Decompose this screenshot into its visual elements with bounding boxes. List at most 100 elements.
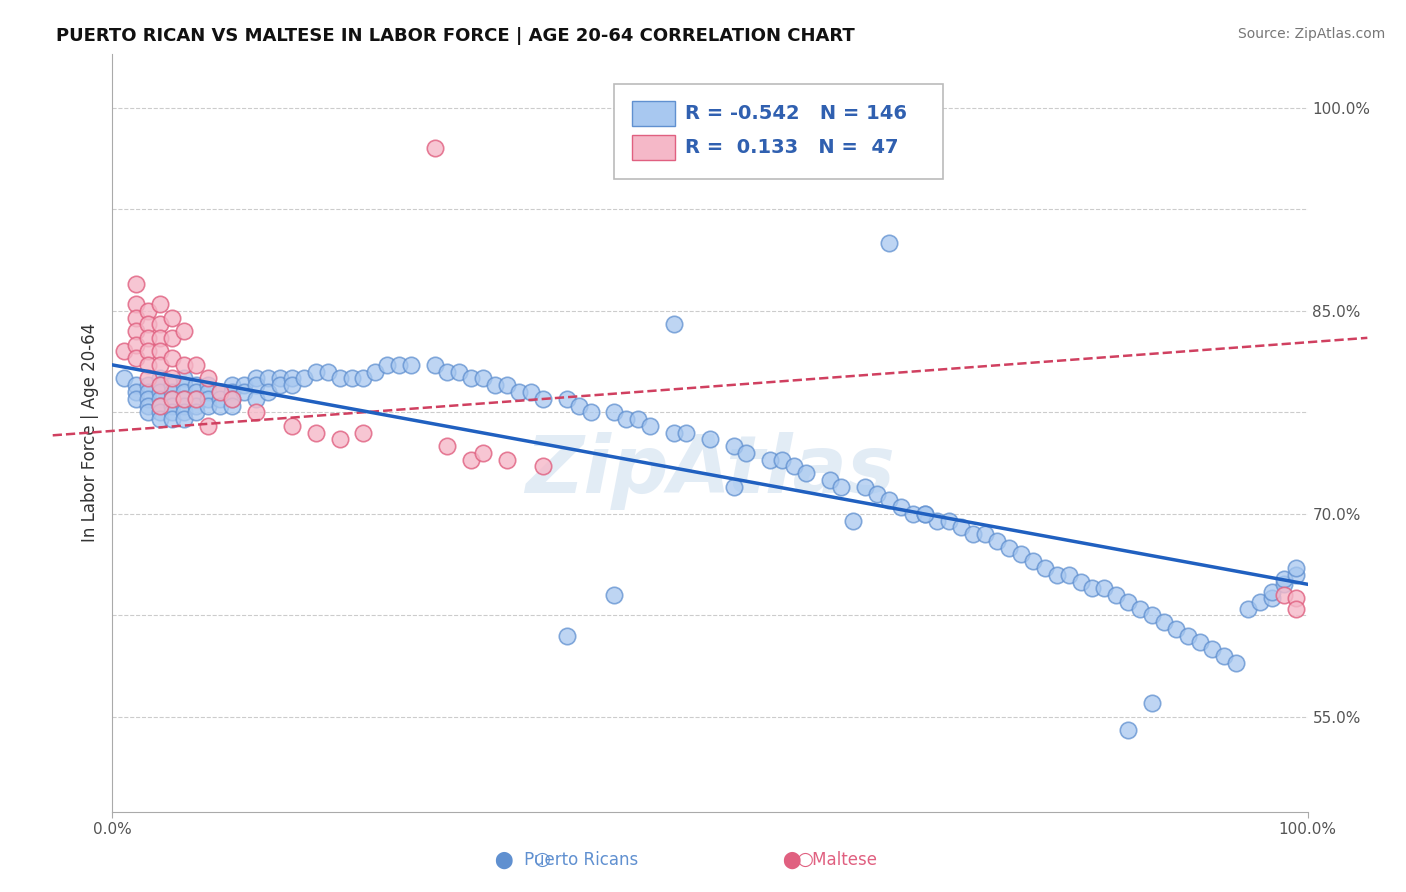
Point: [973, 527, 995, 541]
Point: [125, 337, 148, 351]
Point: [496, 378, 519, 392]
Point: [162, 378, 183, 392]
Point: [173, 399, 195, 413]
Point: [770, 452, 793, 467]
Point: [1129, 601, 1152, 615]
Point: [436, 439, 458, 453]
Point: [173, 358, 195, 372]
Point: [328, 371, 352, 385]
Point: [699, 433, 721, 447]
Point: [1116, 595, 1139, 609]
Point: [1212, 648, 1236, 663]
Point: [149, 378, 172, 392]
Point: [221, 392, 243, 406]
Point: [830, 480, 852, 494]
Point: [221, 378, 243, 392]
Point: [436, 365, 458, 379]
Point: [245, 378, 267, 392]
Point: [149, 331, 172, 345]
Point: [173, 412, 195, 426]
Point: [723, 480, 745, 494]
Point: [138, 303, 160, 318]
Point: [1285, 561, 1308, 575]
Point: [352, 371, 374, 385]
Point: [1021, 554, 1043, 568]
Point: [1237, 601, 1260, 615]
Point: [1010, 548, 1032, 562]
Point: [281, 378, 304, 392]
Point: [125, 384, 148, 399]
Point: [186, 384, 208, 399]
Text: Source: ZipAtlas.com: Source: ZipAtlas.com: [1237, 27, 1385, 41]
Point: [197, 399, 219, 413]
Point: [173, 324, 195, 338]
Text: ○: ○: [534, 850, 551, 869]
Point: [853, 480, 877, 494]
Point: [603, 405, 626, 419]
Point: [269, 371, 291, 385]
Point: [162, 331, 183, 345]
Point: [638, 418, 662, 433]
Point: [197, 371, 219, 385]
Point: [197, 418, 219, 433]
Point: [579, 405, 602, 419]
Point: [138, 358, 160, 372]
Point: [162, 371, 183, 385]
Point: [567, 399, 591, 413]
Point: [197, 378, 219, 392]
Point: [962, 527, 984, 541]
Point: [328, 433, 352, 447]
Point: [138, 318, 160, 332]
Point: [149, 371, 172, 385]
Point: [938, 514, 960, 528]
Point: [138, 378, 160, 392]
Point: [149, 399, 172, 413]
Point: [186, 392, 208, 406]
Point: [1285, 601, 1308, 615]
Text: ○: ○: [797, 850, 814, 869]
Point: [221, 399, 243, 413]
Point: [986, 533, 1008, 548]
Point: [125, 378, 148, 392]
Point: [162, 384, 183, 399]
Point: [149, 405, 172, 419]
Point: [162, 405, 183, 419]
Point: [173, 405, 195, 419]
Point: [447, 365, 470, 379]
Point: [162, 392, 183, 406]
Point: [138, 392, 160, 406]
Point: [914, 507, 936, 521]
Point: [125, 297, 148, 311]
Point: [555, 629, 578, 643]
Point: [1057, 567, 1080, 582]
Point: [149, 384, 172, 399]
Point: [1153, 615, 1175, 630]
Point: [1092, 582, 1115, 596]
Point: [1081, 582, 1104, 596]
Point: [377, 358, 399, 372]
Point: [208, 392, 231, 406]
Point: [138, 344, 160, 359]
Point: [149, 399, 172, 413]
Point: [531, 392, 554, 406]
Text: ⬤  Maltese: ⬤ Maltese: [783, 851, 876, 869]
Point: [281, 371, 304, 385]
Point: [614, 412, 637, 426]
Point: [149, 412, 172, 426]
Point: [603, 588, 626, 602]
Point: [531, 459, 554, 474]
Point: [304, 365, 326, 379]
Point: [675, 425, 697, 440]
Point: [484, 378, 506, 392]
Text: R = -0.542   N = 146: R = -0.542 N = 146: [685, 103, 907, 123]
Point: [1105, 588, 1128, 602]
Text: ZipAtlas: ZipAtlas: [524, 432, 896, 509]
Point: [232, 384, 256, 399]
Point: [1272, 577, 1295, 591]
Point: [257, 371, 280, 385]
Point: [664, 318, 686, 332]
Point: [149, 378, 172, 392]
Point: [208, 399, 231, 413]
Point: [1164, 622, 1187, 636]
Point: [818, 473, 841, 487]
